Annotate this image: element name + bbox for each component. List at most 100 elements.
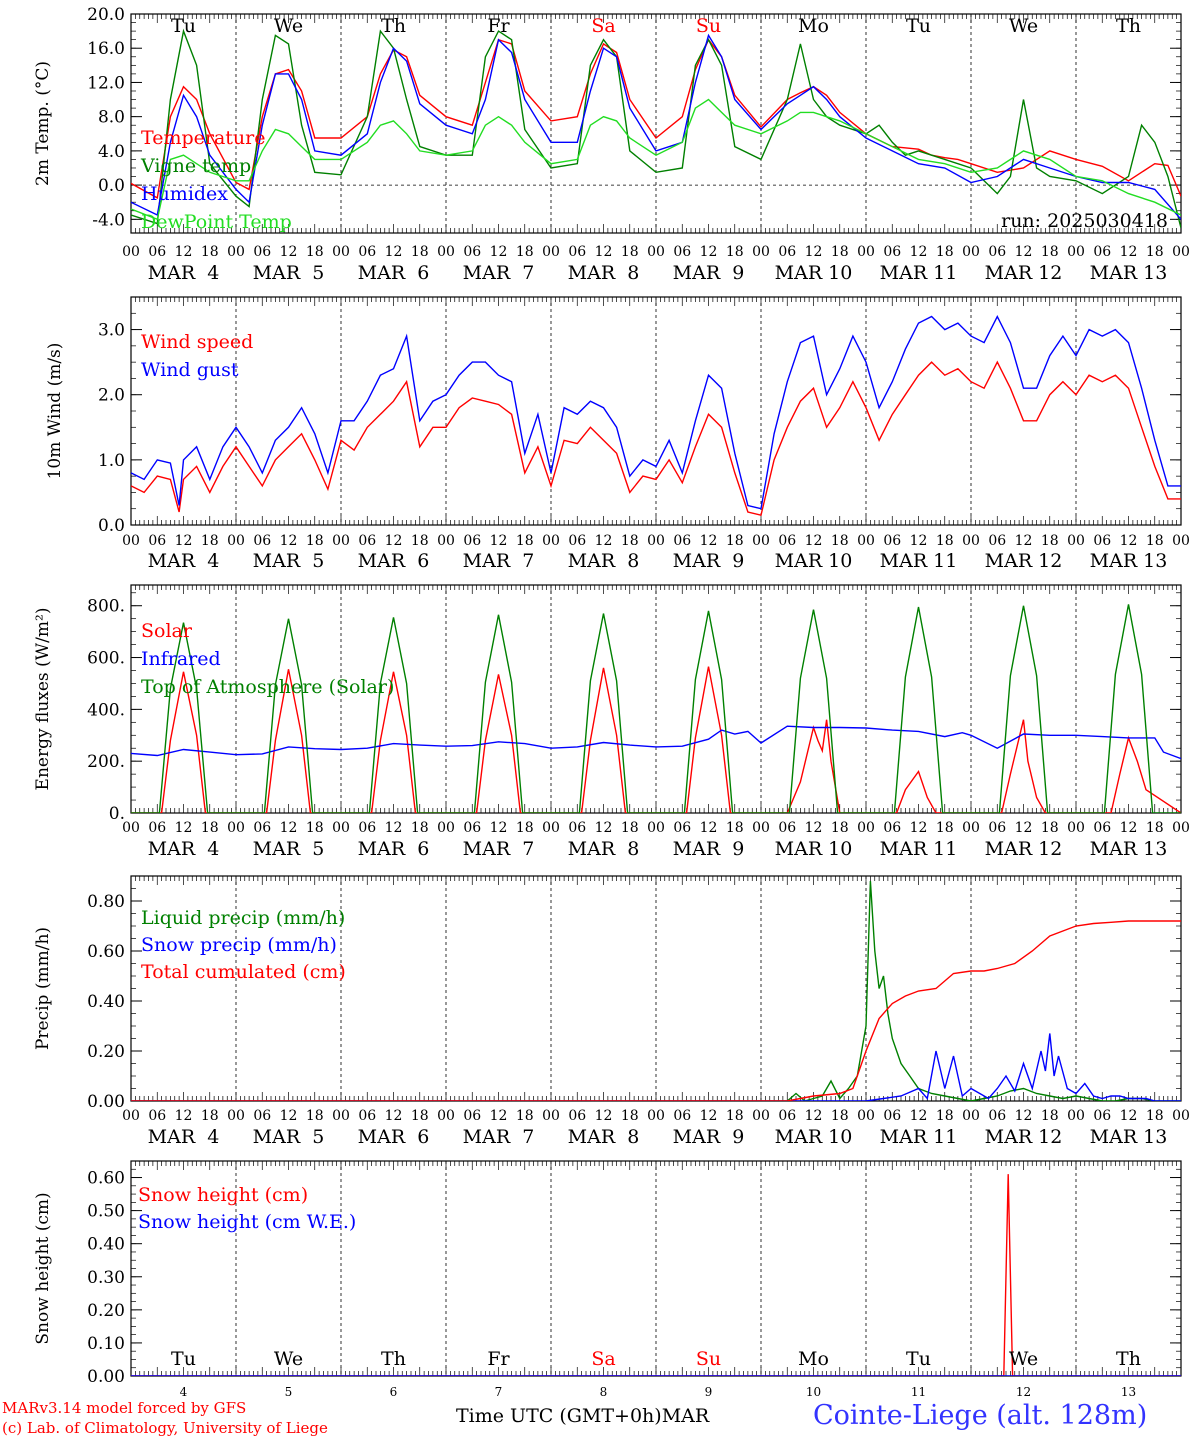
hour-tick-label: 06 [673, 1108, 691, 1124]
date-label: MAR 5 [253, 1126, 325, 1148]
day-number-label: 8 [600, 1385, 608, 1399]
series-line-liquid-precip-mm-h [131, 880, 1181, 1101]
hour-tick-label: 12 [805, 1108, 823, 1124]
date-label: MAR 10 [775, 838, 853, 860]
hour-tick-label: 12 [910, 1108, 928, 1124]
hour-tick-label: 00 [752, 244, 770, 260]
hour-tick-label: 00 [542, 820, 560, 836]
hour-tick-label: 06 [883, 1108, 901, 1124]
hour-tick-label: 00 [647, 244, 665, 260]
date-label: MAR 11 [880, 1126, 958, 1148]
date-label: MAR 6 [358, 1126, 430, 1148]
series-line-humidex [131, 33, 1181, 220]
hour-tick-label: 00 [122, 533, 140, 549]
hour-tick-label: 00 [1172, 1108, 1190, 1124]
hour-tick-label: 00 [332, 244, 350, 260]
day-name-top: Th [381, 15, 406, 37]
hour-tick-label: 12 [595, 1108, 613, 1124]
hour-tick-label: 00 [962, 820, 980, 836]
date-label: MAR 6 [358, 262, 430, 284]
hour-tick-label: 18 [1146, 244, 1164, 260]
series-line-snow-precip-mm-h [131, 1033, 1181, 1101]
hour-tick-label: 18 [1146, 1108, 1164, 1124]
hour-tick-label: 12 [595, 533, 613, 549]
date-label: MAR 13 [1090, 838, 1168, 860]
hour-tick-label: 00 [1172, 820, 1190, 836]
date-label: MAR 11 [880, 838, 958, 860]
date-label: MAR 13 [1090, 262, 1168, 284]
hour-tick-label: 12 [1120, 533, 1138, 549]
day-name-top: Th [1116, 15, 1141, 37]
hour-tick-label: 18 [831, 1108, 849, 1124]
y-tick-label: 0.40 [87, 1235, 125, 1255]
hour-tick-label: 06 [358, 533, 376, 549]
hour-tick-label: 00 [752, 1108, 770, 1124]
date-label: MAR 7 [463, 838, 535, 860]
hour-tick-label: 00 [332, 820, 350, 836]
legend-entry: DewPoint Temp [141, 211, 292, 233]
hour-tick-label: 00 [647, 533, 665, 549]
hour-tick-label: 06 [1093, 1108, 1111, 1124]
hour-tick-label: 12 [490, 1108, 508, 1124]
hour-tick-label: 18 [831, 533, 849, 549]
y-tick-label: 800. [87, 597, 125, 617]
hour-tick-label: 18 [201, 533, 219, 549]
day-name-top: Fr [487, 15, 510, 37]
date-label: MAR 9 [673, 262, 745, 284]
hour-tick-label: 06 [778, 1108, 796, 1124]
hour-tick-label: 12 [385, 244, 403, 260]
hour-tick-label: 18 [516, 533, 534, 549]
date-label: MAR 6 [358, 838, 430, 860]
hour-tick-label: 18 [831, 244, 849, 260]
y-axis-title: 10m Wind (m/s) [45, 343, 65, 480]
hour-tick-label: 00 [857, 820, 875, 836]
hour-tick-label: 12 [1120, 1108, 1138, 1124]
date-label: MAR 12 [985, 262, 1063, 284]
series-line-wind-speed [131, 360, 1181, 517]
hour-tick-label: 00 [227, 533, 245, 549]
date-label: MAR 5 [253, 550, 325, 572]
y-axis-title: Snow height (cm) [33, 1192, 53, 1344]
hour-tick-label: 06 [463, 1108, 481, 1124]
date-label: MAR 9 [673, 1126, 745, 1148]
date-label: MAR 7 [463, 1126, 535, 1148]
hour-tick-label: 00 [1067, 533, 1085, 549]
hour-tick-label: 06 [568, 244, 586, 260]
hour-tick-label: 18 [726, 533, 744, 549]
y-tick-label: -4.0 [92, 210, 125, 230]
hour-tick-label: 00 [1067, 1108, 1085, 1124]
hour-tick-label: 06 [883, 820, 901, 836]
hour-tick-label: 18 [1041, 1108, 1059, 1124]
hour-tick-label: 00 [1067, 244, 1085, 260]
day-name-bottom: Sa [591, 1348, 615, 1370]
hour-tick-label: 00 [962, 244, 980, 260]
hour-tick-label: 00 [752, 533, 770, 549]
hour-tick-label: 18 [306, 1108, 324, 1124]
y-tick-label: 200. [87, 752, 125, 772]
day-number-label: 5 [285, 1385, 293, 1399]
hour-tick-label: 18 [936, 244, 954, 260]
hour-tick-label: 06 [988, 1108, 1006, 1124]
hour-tick-label: 06 [253, 533, 271, 549]
date-label: MAR 5 [253, 838, 325, 860]
day-name-bottom: We [274, 1348, 303, 1370]
legend-entry: Humidex [141, 183, 228, 205]
day-number-label: 9 [705, 1385, 713, 1399]
hour-tick-label: 18 [726, 244, 744, 260]
legend-entry: Total cumulated (cm) [141, 961, 346, 983]
hour-tick-label: 12 [175, 533, 193, 549]
date-label: MAR 11 [880, 262, 958, 284]
hour-tick-label: 00 [752, 820, 770, 836]
hour-tick-label: 12 [595, 820, 613, 836]
y-tick-label: 12.0 [87, 73, 125, 93]
y-tick-label: 0.60 [87, 1169, 125, 1189]
day-name-top: Mo [798, 15, 829, 37]
hour-tick-label: 12 [1015, 1108, 1033, 1124]
hour-tick-label: 06 [463, 244, 481, 260]
date-label: MAR 6 [358, 550, 430, 572]
hour-tick-label: 06 [883, 244, 901, 260]
hour-tick-label: 00 [857, 533, 875, 549]
hour-tick-label: 18 [411, 533, 429, 549]
hour-tick-label: 00 [857, 1108, 875, 1124]
day-number-label: 12 [1016, 1385, 1031, 1399]
